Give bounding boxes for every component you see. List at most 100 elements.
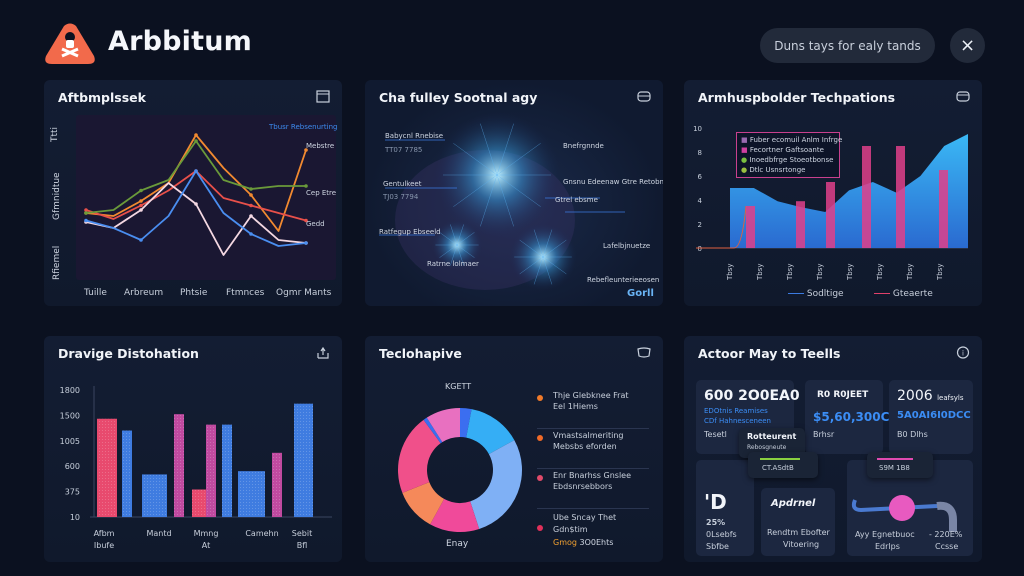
network-edge (456, 244, 464, 266)
info-icon[interactable]: i (956, 346, 970, 359)
bar-texture (206, 424, 216, 517)
popup-tile[interactable]: CT.ASdtB (748, 452, 818, 478)
line-point (249, 203, 253, 208)
arbbitum-logo-icon (45, 23, 95, 64)
bar-texture (222, 424, 232, 517)
kpi-label: Brhsr (813, 430, 835, 439)
donut-top-label: KGETT (445, 382, 472, 391)
y-tick-label: 4 (698, 197, 703, 205)
legend-item: ■ Fecortner Gaftsoante (741, 146, 824, 154)
y-label-bottom: Rfiemel (52, 245, 62, 280)
series-label: Cep Etre (306, 189, 337, 197)
x-tick-label: Ibufe (94, 541, 114, 550)
bottom-legend-item: Sodltige (788, 289, 844, 299)
x-tick-label: Tbsy (846, 263, 854, 281)
tray-icon[interactable] (956, 90, 970, 103)
area-chart-card: Armhuspbolder Techpations 0 2 4 6 8 10 Tbsy Tbs… (684, 80, 982, 306)
legend-item: ● Inoedbfrge Stoeotbonse (741, 156, 834, 164)
area-chart: 0 2 4 6 8 10 Tbsy Tbsy Tbsy Tbsy Tbsy Tbsy Tbsy Tbsy (693, 125, 968, 281)
node-label: Rebefleunterieeosen (587, 276, 660, 284)
legend-line: Eel 1Hiems (553, 402, 598, 411)
progress-track-icon (851, 495, 957, 532)
kpi-big: Apdrnel (771, 498, 816, 509)
network-edge (533, 256, 544, 285)
bar (826, 182, 835, 248)
x-tick-label: Tbsy (936, 263, 944, 281)
y-tick-label: 10 (70, 513, 80, 522)
area-series (730, 134, 968, 248)
search-pill[interactable]: Duns tays for ealy tands (760, 28, 935, 63)
pie-slice (470, 440, 522, 529)
close-button[interactable]: × (950, 28, 985, 63)
legend-line: Enr Bnarhss Gnslee (553, 471, 632, 480)
progress-bar-pink (877, 458, 913, 460)
svg-text:i: i (962, 350, 964, 358)
kpi-percent: 25% (706, 518, 726, 527)
network-edge (542, 256, 567, 275)
share-icon[interactable] (316, 346, 330, 359)
x-tick-label: Tbsy (786, 263, 794, 281)
kpi-line: Edrlps (875, 542, 900, 551)
network-graph (379, 112, 625, 291)
popup-title: Rotteurent (747, 432, 797, 441)
kpi-sub: CDf Hahnesceneen (704, 417, 771, 425)
line-point (249, 193, 253, 197)
legend-item: ● Dtlc Usnsrtonge (741, 166, 806, 174)
pie-slice (402, 482, 445, 525)
kpi-tile[interactable]: 2006 leafsyls 5A0AI6I0DCC B0 Dlhs (889, 380, 973, 454)
donut-legend-item: Enr Bnarhss Gnslee Ebdsnrsebbors (537, 471, 649, 509)
kpi-right: Ccsse (935, 542, 959, 551)
network-edge (542, 229, 553, 258)
kpi-tile[interactable]: R0 R0JEET $5,60,300C Brhsr (805, 380, 889, 454)
network-edge (456, 244, 475, 258)
tray-icon[interactable] (637, 90, 651, 103)
kpi-sub: $5,60,300C (813, 410, 890, 424)
kpi-value: 2006 leafsyls (897, 388, 964, 404)
line-point (304, 241, 308, 245)
y-tick-label: 1800 (60, 386, 80, 395)
tray-icon[interactable] (637, 346, 651, 359)
bar-texture (97, 418, 117, 517)
series-label: Gedd (306, 220, 325, 228)
network-edge (542, 239, 567, 258)
kpi-line: Sbfbe (706, 542, 729, 551)
x-tick-label: Bfl (297, 541, 308, 550)
y-tick-label: 0 (698, 245, 702, 253)
y-tick-label: 1005 (60, 437, 80, 446)
y-label-top: Ttti (50, 126, 60, 142)
kpi-sub: 5A0AI6I0DCC (897, 410, 971, 421)
node-label: Ratfegup Ebseeld (379, 228, 441, 236)
popup-value: S9M 1B8 (879, 464, 910, 472)
kpi-card: Actoor May to Teells i 600 2O0EA0 EDOtni… (684, 336, 982, 562)
pie-slice (430, 498, 480, 532)
card-title: Armhuspbolder Techpations (698, 90, 896, 105)
brand-name: Arbbitum (108, 26, 252, 57)
network-edge (439, 232, 458, 246)
bar (746, 206, 755, 248)
kpi-bottom-tile[interactable]: Apdrnel Rendtm Ebofter Vitoering (761, 488, 835, 556)
network-badge: Gorll (627, 288, 654, 299)
expand-icon[interactable] (316, 90, 330, 103)
kpi-bottom-tile[interactable]: 'D 25% 0Lsebfs Sbfbe (696, 460, 754, 556)
x-tick-label: Mmng (194, 529, 219, 538)
kpi-line: Vitoering (783, 540, 820, 549)
popup-value: CT.ASdtB (762, 464, 794, 472)
donut-legend-item: Vmastsalmeriting Mebsbs eforden (537, 431, 649, 469)
legend-line: Ube Sncay Thet (553, 513, 617, 522)
line-point (249, 187, 253, 191)
legend-box: ■ Fuber ecomuil Anlm Infrge ■ Fecortner … (736, 132, 842, 178)
card-title: Actoor May to Teells (698, 346, 841, 361)
popup-tile[interactable]: S9M 1B8 (867, 452, 933, 478)
bottom-legend-item: Gteaerte (874, 289, 933, 299)
kpi-line: 0Lsebfs (706, 530, 737, 539)
kpi-line: Ayy Egnetbuoc (855, 530, 915, 539)
network-edge (480, 174, 498, 227)
network-edge (519, 256, 544, 275)
network-edge (450, 224, 458, 246)
network-edge (456, 232, 475, 246)
legend-line: Gdn$tim (553, 525, 588, 534)
line-point (249, 214, 253, 218)
x-tick-label: At (202, 541, 210, 550)
node-label: Gtrel ebsme (555, 196, 598, 204)
popup-sub: Rebosgneute (747, 444, 787, 451)
